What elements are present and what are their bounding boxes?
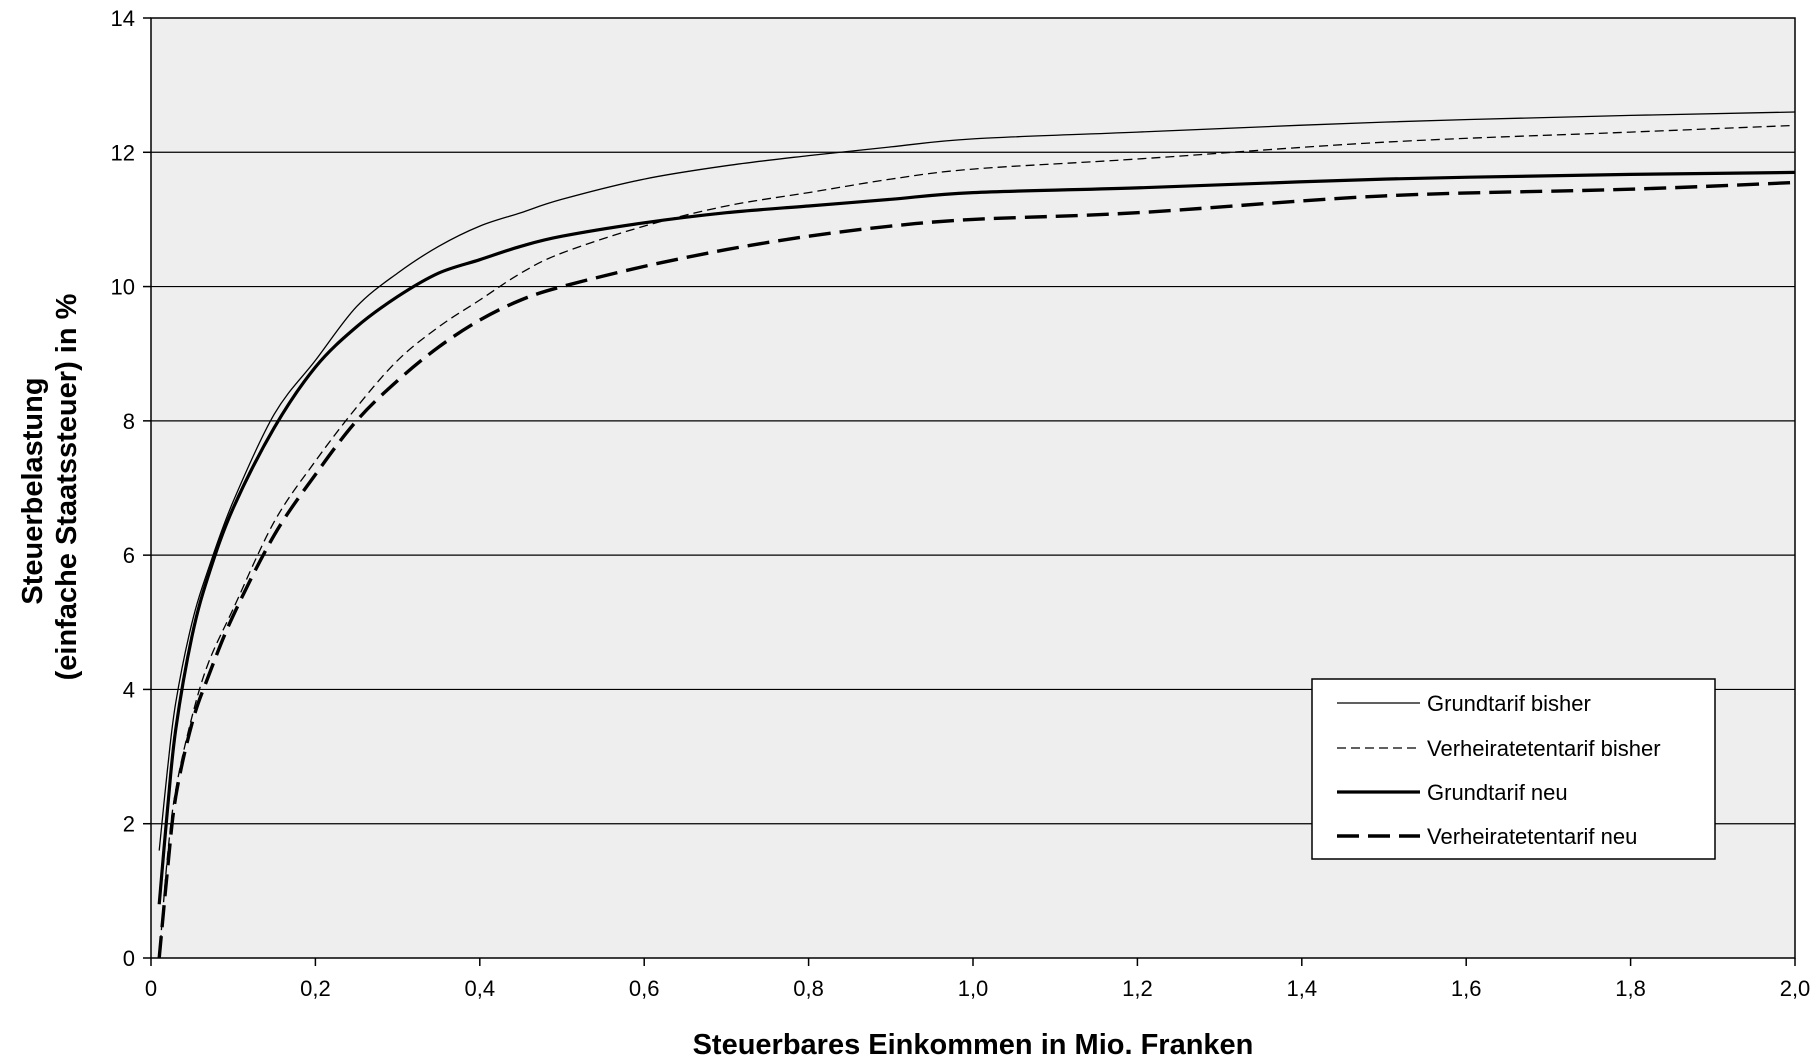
series-line-1 bbox=[158, 111, 1796, 851]
x-tick-label: 1,2 bbox=[1122, 976, 1153, 1001]
x-axis: 0 0,2 0,4 0,6 0,8 1,0 1,2 1,4 1,6 1,8 2,0 bbox=[145, 958, 1810, 1001]
x-tick-label: 2,0 bbox=[1780, 976, 1811, 1001]
x-tick-label: 1,8 bbox=[1615, 976, 1646, 1001]
legend-label-1: Grundtarif bisher bbox=[1427, 691, 1591, 716]
series-line-2 bbox=[158, 124, 1796, 959]
legend-label-2: Verheiratetentarif bisher bbox=[1427, 736, 1661, 761]
y-axis: 0 2 4 6 8 10 12 14 bbox=[111, 6, 151, 971]
y-tick-label: 10 bbox=[111, 275, 135, 300]
x-tick-label: 0,8 bbox=[793, 976, 824, 1001]
y-axis-title: Steuerbelastung (einfache Staatssteuer) … bbox=[17, 293, 83, 680]
x-tick-label: 0,2 bbox=[300, 976, 331, 1001]
y-tick-label: 14 bbox=[111, 6, 135, 31]
y-tick-label: 4 bbox=[123, 677, 135, 702]
x-tick-label: 0,4 bbox=[465, 976, 496, 1001]
series-lines bbox=[157, 111, 1796, 959]
x-tick-label: 1,0 bbox=[958, 976, 989, 1001]
y-axis-title-line-2: (einfache Staatssteuer) in % bbox=[51, 293, 83, 680]
legend-label-3: Grundtarif neu bbox=[1427, 780, 1568, 805]
legend-label-4: Verheiratetentarif neu bbox=[1427, 824, 1637, 849]
x-axis-title: Steuerbares Einkommen in Mio. Franken bbox=[693, 1029, 1254, 1059]
y-tick-label: 6 bbox=[123, 543, 135, 568]
series-line-3 bbox=[157, 170, 1796, 905]
x-tick-label: 0,6 bbox=[629, 976, 660, 1001]
y-tick-label: 8 bbox=[123, 409, 135, 434]
x-tick-label: 0 bbox=[145, 976, 157, 1001]
x-tick-label: 1,6 bbox=[1451, 976, 1482, 1001]
x-tick-label: 1,4 bbox=[1287, 976, 1318, 1001]
legend-box bbox=[1311, 678, 1716, 860]
y-tick-label: 0 bbox=[123, 946, 135, 971]
y-tick-label: 12 bbox=[111, 140, 135, 165]
y-axis-title-line-1: Steuerbelastung bbox=[17, 377, 49, 604]
series-line-4 bbox=[157, 180, 1796, 959]
legend: Grundtarif bisher Verheiratetentarif bish… bbox=[1311, 678, 1716, 860]
gridlines bbox=[151, 151, 1795, 825]
y-tick-label: 2 bbox=[123, 812, 135, 837]
